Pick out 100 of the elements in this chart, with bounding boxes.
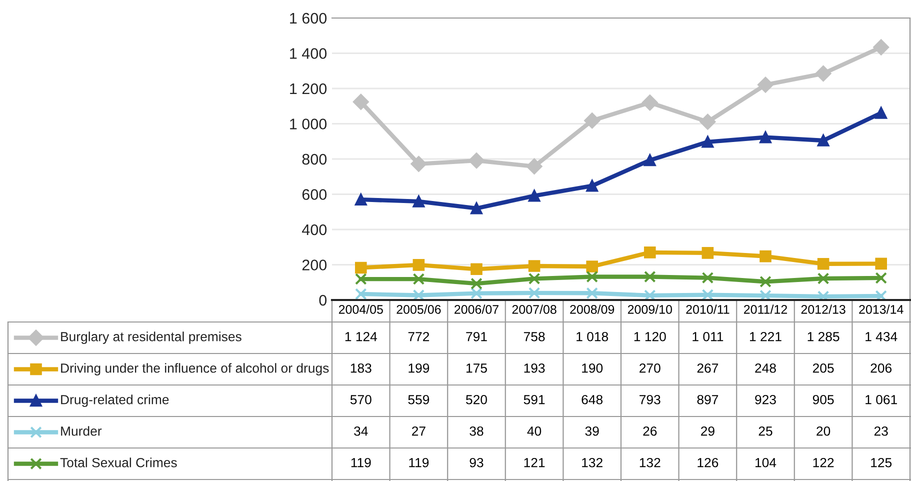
legend-label: Burglary at residental premises (61, 332, 242, 344)
data-label: 1 434 (866, 332, 898, 342)
data-label: 1 018 (576, 332, 608, 342)
point (815, 66, 832, 82)
point (817, 290, 830, 300)
data-label: 25 (758, 426, 772, 436)
point (702, 272, 714, 284)
data-label: 270 (640, 363, 660, 373)
data-label: 199 (408, 363, 430, 373)
point (528, 272, 540, 285)
point (817, 258, 830, 270)
point (760, 131, 772, 144)
y-tick-label: 600 (302, 189, 327, 200)
x-tick-label: 2012/13 (801, 304, 846, 314)
point (470, 287, 482, 300)
point (644, 246, 656, 258)
point (470, 202, 482, 214)
point (584, 112, 600, 128)
point (875, 272, 888, 284)
y-tick-label: 400 (302, 224, 327, 236)
data-label: 126 (698, 458, 718, 468)
point (410, 156, 427, 172)
data-label: 923 (755, 394, 776, 404)
data-label: 1 061 (866, 394, 897, 404)
point (468, 152, 484, 169)
data-label: 267 (697, 363, 718, 373)
point (470, 263, 482, 276)
data-label: 648 (582, 394, 603, 404)
data-label: 132 (640, 458, 660, 468)
data-label: 40 (527, 426, 542, 436)
point (875, 107, 888, 119)
point (644, 270, 656, 283)
legend-label: Murder (61, 426, 102, 436)
data-label: 26 (643, 426, 657, 436)
point (528, 260, 540, 272)
y-tick-label: 1 000 (290, 118, 327, 130)
data-label: 39 (585, 426, 599, 436)
point (412, 273, 425, 285)
data-label: 119 (351, 458, 371, 468)
point (412, 289, 425, 300)
point (528, 287, 540, 299)
data-label: 205 (812, 363, 834, 373)
point (760, 250, 772, 262)
data-label: 591 (524, 394, 545, 404)
point (526, 158, 542, 174)
point (412, 259, 425, 271)
data-label: 29 (701, 426, 714, 436)
data-label: 93 (470, 458, 484, 468)
data-label: 20 (816, 426, 830, 436)
point (760, 276, 772, 288)
x-tick-label: 2007/08 (512, 304, 556, 314)
point (702, 136, 714, 148)
data-label: 793 (640, 394, 660, 404)
point (354, 288, 367, 300)
point (528, 190, 540, 202)
data-label: 121 (524, 458, 545, 468)
data-label: 1 285 (808, 332, 840, 342)
y-tick-label: 1 600 (290, 12, 327, 24)
point (354, 273, 367, 285)
data-label: 190 (582, 363, 603, 373)
data-label: 206 (870, 363, 892, 373)
data-label: 104 (756, 458, 776, 468)
x-tick-label: 2013/14 (859, 304, 904, 314)
data-label: 1 011 (692, 332, 724, 342)
data-label: 248 (755, 363, 776, 373)
point (586, 270, 598, 283)
point (412, 196, 425, 208)
y-tick-label: 0 (319, 294, 327, 306)
data-label: 183 (350, 363, 372, 373)
legend-label: Total Sexual Crimes (60, 458, 177, 468)
data-label: 193 (524, 363, 545, 373)
point (817, 134, 830, 146)
x-tick-label: 2010/11 (686, 304, 730, 314)
data-label: 758 (524, 332, 545, 342)
point (586, 260, 598, 272)
point (817, 272, 830, 284)
y-tick-label: 1 200 (290, 83, 327, 94)
data-label: 791 (466, 332, 487, 342)
data-label: 772 (408, 332, 430, 342)
data-label: 1 221 (750, 332, 782, 342)
data-label: 897 (697, 394, 718, 404)
x-tick-label: 2005/06 (396, 304, 441, 314)
data-label: 1 124 (345, 332, 378, 342)
data-label: 559 (408, 394, 430, 404)
point (700, 114, 716, 130)
x-tick-label: 2008/09 (570, 304, 614, 314)
x-tick-label: 2009/10 (628, 304, 672, 314)
data-label: 125 (871, 458, 892, 468)
point (873, 39, 890, 56)
point (758, 76, 774, 93)
data-label: 132 (582, 458, 602, 468)
data-label: 119 (409, 458, 429, 468)
data-label: 34 (354, 426, 368, 436)
point (586, 180, 598, 192)
data-label: 38 (470, 426, 484, 436)
point (875, 258, 888, 270)
y-tick-label: 800 (302, 154, 327, 165)
legend-label: Drug-related crime (61, 394, 169, 407)
point (644, 290, 656, 300)
point (642, 94, 658, 111)
